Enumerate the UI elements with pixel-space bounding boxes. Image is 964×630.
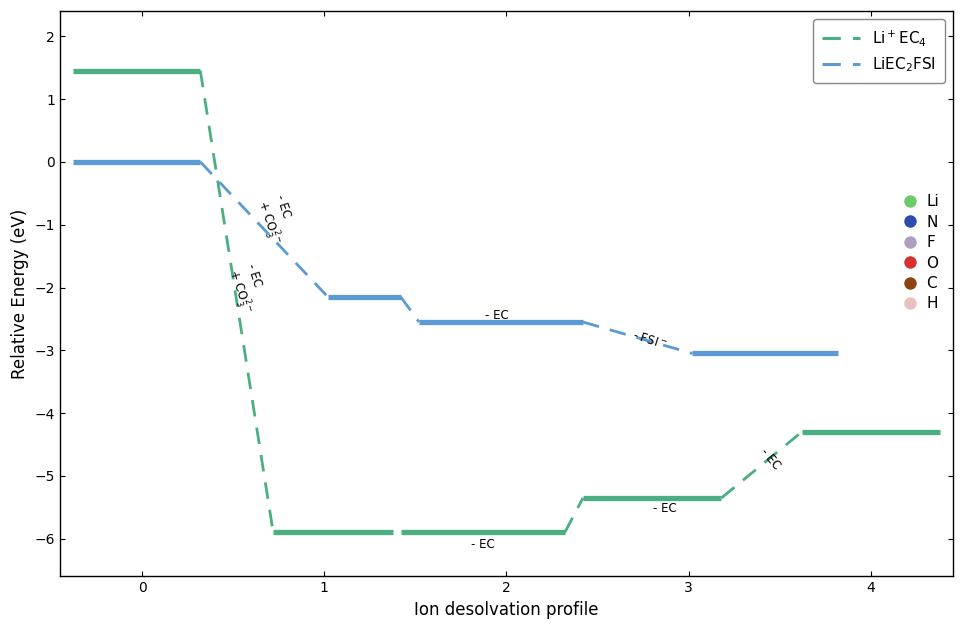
Text: - EC
+ CO$_3^{2-}$: - EC + CO$_3^{2-}$ xyxy=(252,193,300,248)
Text: - FSI$^-$: - FSI$^-$ xyxy=(630,328,668,352)
Text: - EC: - EC xyxy=(758,446,783,472)
Text: - EC: - EC xyxy=(486,309,509,323)
Y-axis label: Relative Energy (eV): Relative Energy (eV) xyxy=(12,209,29,379)
Text: - EC
+ CO$_3^{2-}$: - EC + CO$_3^{2-}$ xyxy=(222,262,271,318)
Legend: Li, N, F, O, C, H: Li, N, F, O, C, H xyxy=(900,188,946,318)
Text: - EC: - EC xyxy=(470,537,495,551)
X-axis label: Ion desolvation profile: Ion desolvation profile xyxy=(415,601,599,619)
Text: - EC: - EC xyxy=(654,502,677,515)
